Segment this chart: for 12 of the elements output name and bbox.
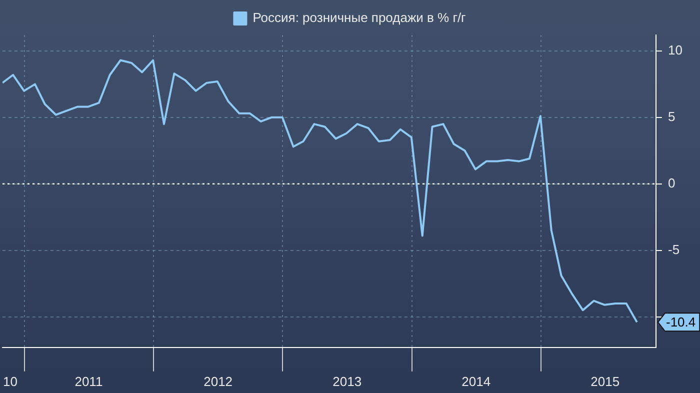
y-tick-label: 5 [668,109,676,124]
y-tick-label: 10 [668,42,682,58]
x-tick-label: 10 [2,374,18,389]
x-tick-label: 2012 [204,374,233,389]
legend-label: Россия: розничные продажи в % г/г [252,10,466,26]
text: -10.4 [666,314,696,330]
x-tick-label: 2013 [332,374,362,389]
y-tick-label: -5 [668,242,680,257]
x-tick-label: 2015 [590,374,620,389]
x-tick-label: 2011 [74,374,103,389]
y-tick-label: 0 [668,175,676,190]
x-tick-label: 2014 [462,374,491,389]
